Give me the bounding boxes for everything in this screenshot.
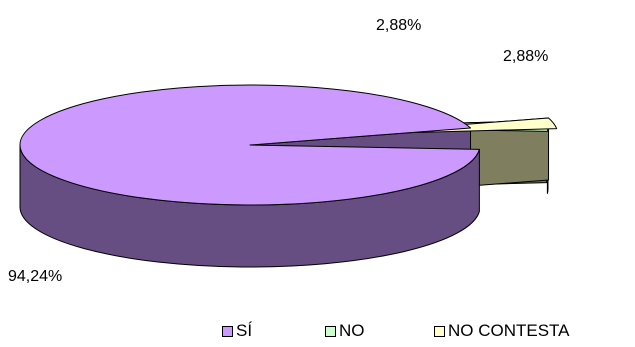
legend-label-no: NO <box>339 321 365 340</box>
pie-tops <box>19 84 558 206</box>
legend-swatch-no-contesta <box>434 325 445 337</box>
legend-item-no-contesta: NO CONTESTA <box>434 318 570 344</box>
pie-slice-si <box>19 84 480 206</box>
data-label-si: 94,24% <box>8 268 62 285</box>
legend: SÍ NO NO CONTESTA <box>0 318 635 344</box>
data-label-no-contesta: 2,88% <box>503 48 548 65</box>
legend-swatch-si <box>222 325 233 337</box>
pie-chart: 94,24% 2,88% 2,88% <box>8 17 558 285</box>
data-label-no: 2,88% <box>376 17 421 34</box>
legend-label-si: SÍ <box>236 321 253 340</box>
legend-item-si: SÍ <box>222 318 252 344</box>
legend-label-no-contesta: NO CONTESTA <box>448 321 570 340</box>
legend-swatch-no <box>325 325 336 337</box>
legend-item-no: NO <box>325 318 365 344</box>
